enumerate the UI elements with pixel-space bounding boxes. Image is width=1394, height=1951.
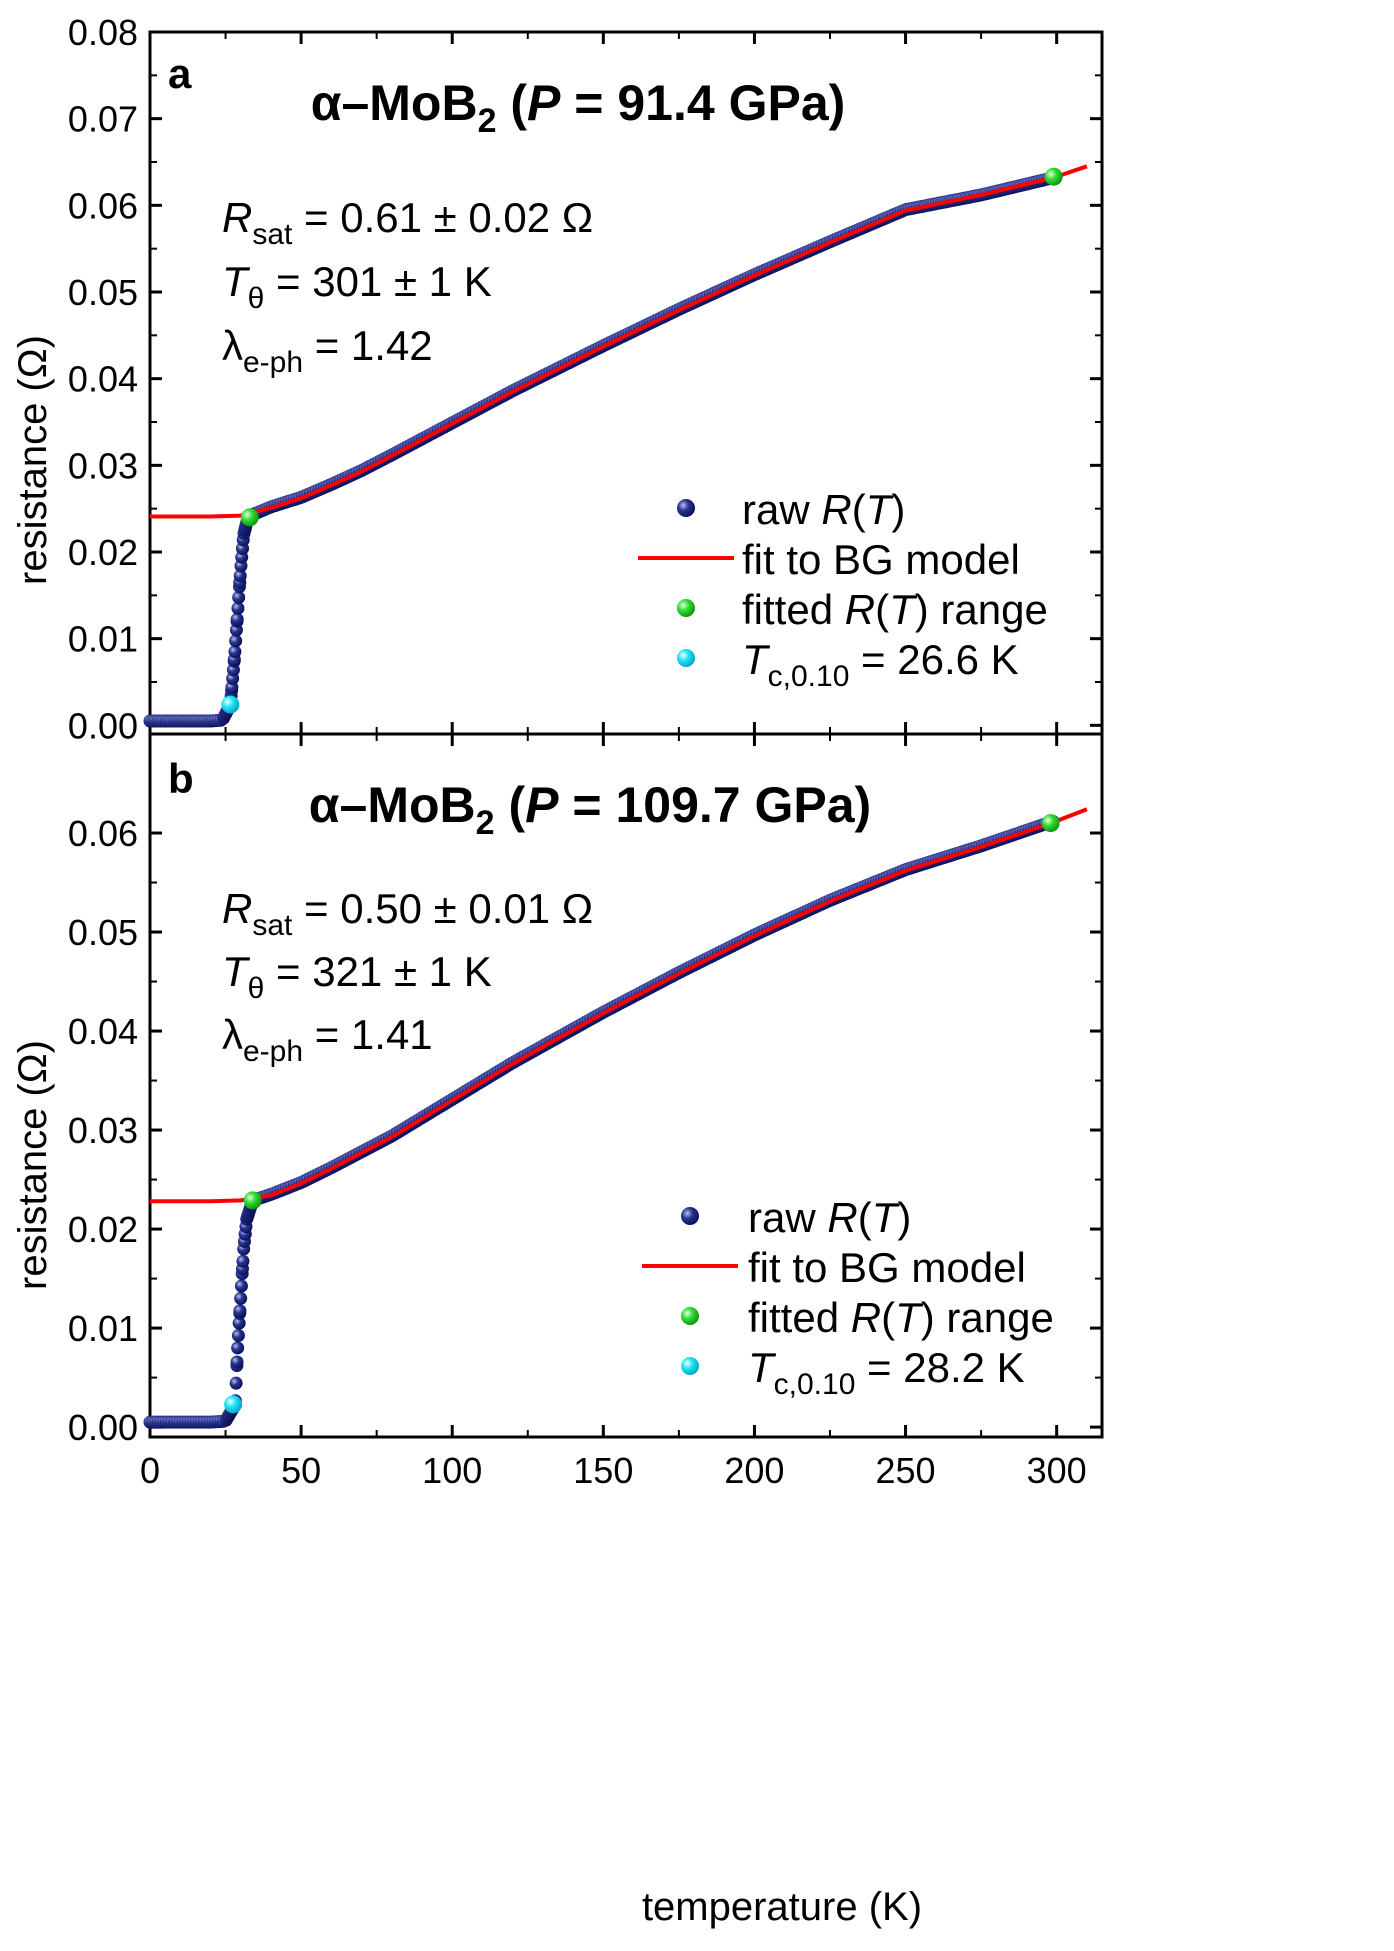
y-tick-label-b-0: 0.00: [68, 1407, 138, 1448]
x-tick-label-6: 300: [1027, 1450, 1087, 1491]
legend-key-tc-a: [677, 649, 695, 667]
x-tick-label-5: 250: [876, 1450, 936, 1491]
annotation-a-0: Rsat = 0.61 ± 0.02 Ω: [222, 194, 593, 251]
legend-key-raw-a: [677, 499, 695, 517]
data-point-raw-a-46: [228, 645, 242, 659]
data-point-raw-a-51: [231, 601, 245, 615]
fit-line-b: [150, 807, 1088, 1204]
data-point-raw-b-47: [231, 1341, 245, 1355]
data-point-raw-b-44: [229, 1376, 243, 1390]
legend-label-raw-b: raw R(T): [748, 1194, 911, 1241]
y-tick-label-a-2: 0.02: [68, 532, 138, 573]
tc-point-a-0: [221, 695, 240, 714]
y-tick-label-b-6: 0.06: [68, 813, 138, 854]
data-point-raw-b-53: [234, 1279, 248, 1293]
data-point-raw-b-52: [234, 1291, 248, 1305]
y-tick-label-a-5: 0.05: [68, 272, 138, 313]
y-tick-label-a-6: 0.06: [68, 185, 138, 226]
legend-label-raw-a: raw R(T): [742, 486, 905, 533]
legend-label-tc-b: Tc,0.10 = 28.2 K: [748, 1344, 1025, 1401]
fitted-range-point-b-0: [243, 1191, 262, 1210]
y-tick-label-a-0: 0.00: [68, 705, 138, 746]
y-axis-label-b: resistance (Ω): [11, 1040, 55, 1290]
tc-point-b-0: [224, 1395, 243, 1414]
panel-a: 0.00 0.01 0.02 0.03 0.04 0.05 0.06 0.07 0.08 a α–M…: [68, 12, 1104, 746]
data-point-raw-a-55: [233, 569, 247, 583]
legend-label-range-b: fitted R(T) range: [748, 1294, 1054, 1341]
fitted-range-point-a-1: [1044, 167, 1063, 186]
y-tick-label-b-1: 0.01: [68, 1308, 138, 1349]
fitted-range-point-b-1: [1041, 814, 1060, 833]
annotation-a-2: λe-ph = 1.42: [222, 322, 433, 379]
data-point-raw-a-52: [232, 591, 246, 604]
panel-letter-a: a: [168, 50, 192, 97]
x-tick-label-4: 200: [724, 1450, 784, 1491]
data-point-raw-b-46: [230, 1355, 244, 1369]
data-point-raw-a-47: [229, 634, 243, 648]
x-tick-label-3: 150: [573, 1450, 633, 1491]
y-tick-label-b-4: 0.04: [68, 1011, 138, 1052]
legend-label-range-a: fitted R(T) range: [742, 586, 1048, 633]
y-tick-label-b-5: 0.05: [68, 912, 138, 953]
y-tick-label-a-3: 0.03: [68, 445, 138, 486]
y-axis-label-a: resistance (Ω): [11, 335, 55, 585]
x-tick-label-2: 100: [422, 1450, 482, 1491]
x-tick-label-1: 50: [281, 1450, 321, 1491]
annotation-b-0: Rsat = 0.50 ± 0.01 Ω: [222, 885, 593, 942]
panel-title-b: α–MoB2 (P = 109.7 GPa): [309, 777, 871, 842]
panel-letter-b: b: [168, 755, 194, 802]
annotation-a-1: Tθ = 301 ± 1 K: [222, 258, 492, 315]
legend-label-fit-b: fit to BG model: [748, 1244, 1026, 1291]
legend-key-range-a: [677, 599, 695, 617]
y-tick-label-a-7: 0.07: [68, 99, 138, 140]
y-tick-label-b-3: 0.03: [68, 1110, 138, 1151]
annotation-b-1: Tθ = 321 ± 1 K: [222, 948, 492, 1005]
x-axis-label: temperature (K): [642, 1885, 922, 1929]
fit-line-a: [150, 164, 1088, 519]
y-tick-label-a-1: 0.01: [68, 619, 138, 660]
data-point-raw-b-48: [231, 1329, 245, 1343]
plot-frame-b: [148, 732, 1104, 1439]
x-tick-label-0: 0: [140, 1450, 160, 1491]
legend-label-tc-a: Tc,0.10 = 26.6 K: [742, 636, 1019, 693]
data-point-raw-b-49: [232, 1316, 246, 1330]
data-point-raw-a-50: [230, 612, 244, 626]
data-point-raw-b-56: [236, 1254, 250, 1268]
panel-b: 0.00 0.01 0.02 0.03 0.04 0.05 0.06 0 50 100 150 200…: [68, 732, 1104, 1491]
fitted-range-point-a-0: [240, 508, 259, 527]
y-tick-label-a-4: 0.04: [68, 359, 138, 400]
y-tick-label-b-2: 0.02: [68, 1209, 138, 1250]
legend-key-raw-b: [681, 1207, 699, 1225]
y-tick-label-a-8: 0.08: [68, 12, 138, 53]
legend-label-fit-a: fit to BG model: [742, 536, 1020, 583]
legend-key-tc-b: [681, 1357, 699, 1375]
panel-title-a: α–MoB2 (P = 91.4 GPa): [311, 75, 846, 140]
legend-key-range-b: [681, 1307, 699, 1325]
annotation-b-2: λe-ph = 1.41: [222, 1011, 433, 1068]
data-point-raw-b-51: [233, 1304, 247, 1318]
